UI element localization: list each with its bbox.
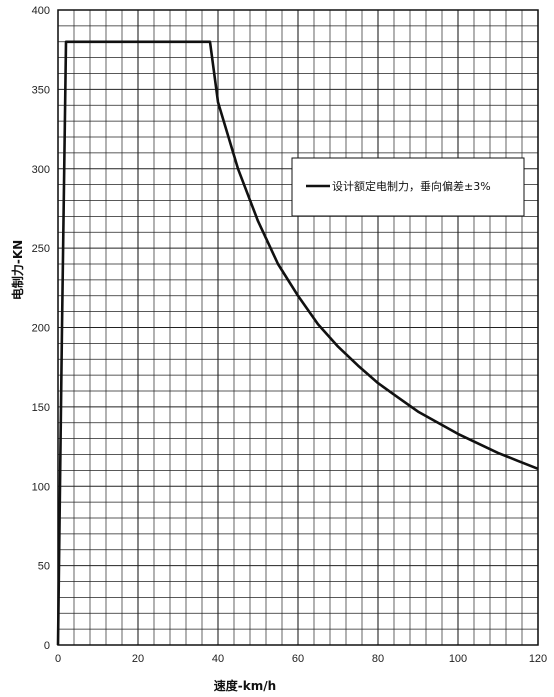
x-tick-label: 120: [529, 653, 547, 665]
grid: [57, 9, 539, 646]
plot-border: [57, 9, 539, 646]
x-tick-label: 20: [132, 653, 144, 665]
x-tick-label: 60: [292, 653, 304, 665]
x-tick-label: 80: [372, 653, 384, 665]
legend: 设计额定电制力，垂向偏差±3%: [291, 157, 525, 217]
x-tick-label: 100: [449, 653, 467, 665]
y-tick-label: 50: [38, 561, 50, 573]
x-axis-label: 速度-km/h: [214, 678, 276, 693]
x-tick-label: 40: [212, 653, 224, 665]
x-tick-labels: 0 20 40 60 80 100 120: [55, 653, 547, 665]
series-layer: [56, 40, 539, 646]
y-tick-label: 300: [32, 164, 50, 176]
y-tick-label: 200: [32, 323, 50, 335]
x-tick-label: 0: [55, 653, 61, 665]
y-tick-labels: 0 50 100 150 200 250 300 350 400: [32, 5, 50, 652]
legend-label: 设计额定电制力，垂向偏差±3%: [332, 179, 491, 193]
series-line: [56, 40, 539, 646]
legend-box: [291, 157, 525, 217]
y-tick-label: 0: [44, 640, 50, 652]
y-tick-label: 400: [32, 5, 50, 17]
y-tick-label: 100: [32, 481, 50, 493]
y-tick-label: 250: [32, 243, 50, 255]
y-tick-label: 350: [32, 84, 50, 96]
y-tick-label: 150: [32, 402, 50, 414]
y-axis-label: 电制力-KN: [10, 240, 25, 300]
